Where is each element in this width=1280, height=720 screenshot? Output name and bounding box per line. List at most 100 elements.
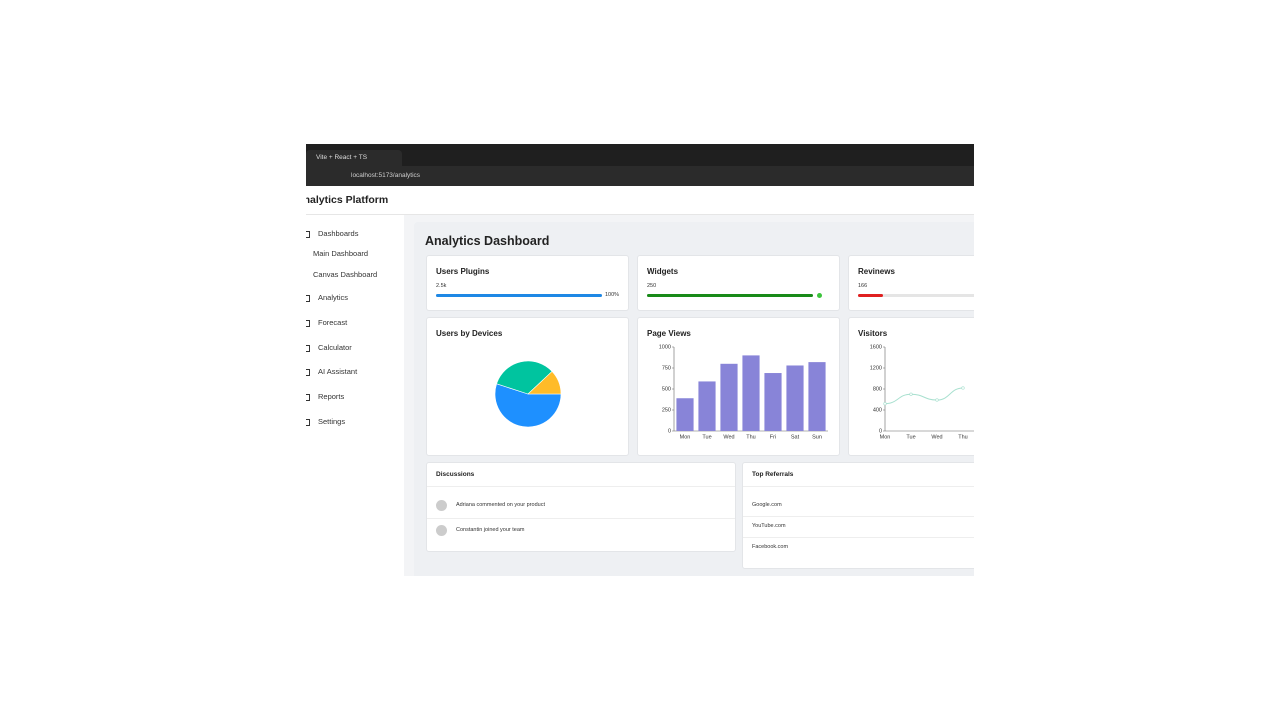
nav-item[interactable]: Analytics [318,293,349,302]
pie-slice [527,370,562,395]
separator [427,518,735,519]
app-title: Analytics Platform [306,194,389,206]
progress-label: 100% [605,292,620,298]
screenshot: Vite + React + TS localhost:5173/analyti… [306,144,974,576]
nav-item[interactable]: Forecast [318,318,348,327]
bar [786,365,804,431]
pie-slice [494,383,562,428]
x-tick-label: Tue [702,434,711,440]
y-tick-label: 250 [662,407,671,413]
progress-fill [647,294,813,297]
x-tick-label: Sun [812,434,822,440]
stat-title: Users Plugins [436,267,490,276]
stat-value: 250 [647,283,657,289]
stat-card: Users Plugins 2.5k 100% [426,255,629,311]
y-tick-label: 0 [879,428,882,434]
stat-value: 2.5k [436,283,447,289]
progress-track [858,294,974,297]
card-title: Discussions [436,471,475,478]
x-tick-label: Mon [880,434,891,440]
separator [743,516,974,517]
y-tick-label: 750 [662,365,671,371]
nav-icon [306,295,310,302]
x-tick-label: Thu [958,434,967,440]
x-tick-label: Sat [791,434,800,440]
line-series [884,387,964,405]
nav-icon [306,320,310,327]
browser-tab[interactable]: Vite + React + TS [306,150,402,166]
stat-title: Widgets [647,267,679,276]
progress-track [436,294,602,297]
line-point [909,392,913,396]
progress-fill [858,294,883,297]
chart: 0 250 500 750 1000 Mon Tue Wed Thu Fri Sat Sun [659,344,828,440]
bar [764,373,782,431]
bar [698,381,716,431]
separator [743,486,974,487]
referral-item[interactable]: Google.com [752,502,782,508]
chart: 0 400 800 1200 1600 Mon Tue Wed Thu [870,344,974,440]
y-tick-label: 500 [662,386,671,392]
nav-item[interactable]: Dashboards [318,229,359,238]
chart-title: Page Views [647,329,691,338]
tab-strip: Vite + React + TS [306,144,974,166]
nav-subitem[interactable]: Canvas Dashboard [313,270,378,279]
chart-title: Users by Devices [436,329,503,338]
nav-item[interactable]: Reports [318,392,345,401]
nav-icon [306,419,310,426]
x-tick-label: Wed [931,434,942,440]
y-tick-label: 0 [668,428,671,434]
separator [743,537,974,538]
discussion-item[interactable]: Constantin joined your team [456,527,525,533]
discussions-card: Discussions Adriana commented on your pr… [426,462,736,552]
y-tick-label: 800 [873,386,882,392]
avatar [436,525,447,536]
card-title: Top Referrals [752,471,794,478]
avatar [436,500,447,511]
line-point [935,398,939,402]
progress-track [647,294,813,297]
nav-item[interactable]: AI Assistant [318,367,358,376]
chart-card: Page Views 0 250 500 750 1000 Mon Tue Wed Thu Fri… [637,317,840,456]
separator [427,486,735,487]
referral-item[interactable]: Facebook.com [752,544,789,550]
x-tick-label: Fri [770,434,776,440]
stat-card: Widgets 250 [637,255,840,311]
nav-subitem[interactable]: Main Dashboard [313,249,369,258]
app-header [306,186,974,215]
y-tick-label: 1200 [870,365,882,371]
x-tick-label: Wed [723,434,734,440]
stat-title: Revinews [858,267,895,276]
chart-card: Visitors 0 400 800 1200 1600 Mon Tue Wed Thu [848,317,974,456]
y-tick-label: 1000 [659,344,671,350]
y-tick-label: 400 [873,407,882,413]
page-title: Analytics Dashboard [425,234,550,248]
url[interactable]: localhost:5173/analytics [351,172,421,179]
nav-icon [306,369,310,376]
x-tick-label: Thu [746,434,755,440]
y-tick-label: 1600 [870,344,882,350]
nav-icon [306,345,310,352]
chart-title: Visitors [858,329,888,338]
bar [720,363,738,431]
line-point [883,402,887,406]
nav-item[interactable]: Settings [318,417,346,426]
nav-item[interactable]: Calculator [318,343,352,352]
nav-icon [306,394,310,401]
x-tick-label: Tue [906,434,915,440]
line-point [961,386,965,390]
nav-icon [306,231,310,238]
stat-value: 166 [858,283,868,289]
bar [808,362,826,431]
discussion-item[interactable]: Adriana commented on your product [456,502,545,508]
status-dot [817,293,822,298]
stat-card: Revinews 166 [848,255,974,311]
chart-card: Users by Devices [426,317,629,456]
bar [676,398,694,431]
referral-item[interactable]: YouTube.com [752,523,786,529]
progress-fill [436,294,602,297]
bar [742,355,760,431]
x-tick-label: Mon [680,434,691,440]
pie-slice [496,360,553,395]
